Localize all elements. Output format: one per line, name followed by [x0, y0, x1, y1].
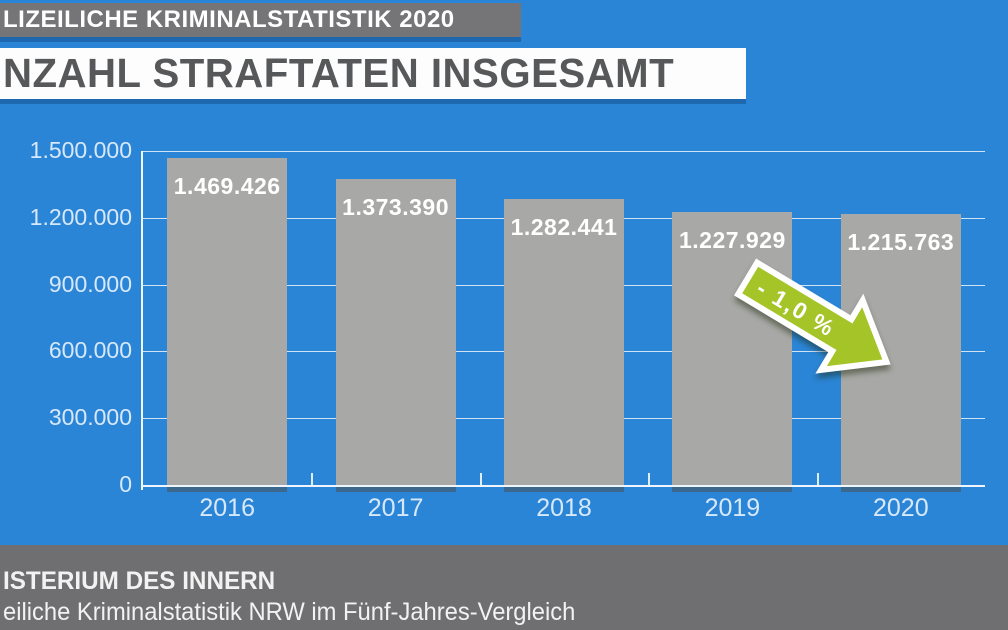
x-axis-label-2018: 2018	[536, 494, 592, 522]
y-axis-label: 1.500.000	[29, 136, 132, 163]
x-axis-label-2017: 2017	[367, 494, 424, 522]
kicker-text: LIZEILICHE KRIMINALSTATISTIK 2020	[3, 6, 455, 33]
bar-value-label: 1.282.441	[510, 214, 618, 241]
x-axis-boundary-tick	[479, 473, 482, 485]
title-band: NZAHL STRAFTATEN INSGESAMT	[0, 48, 746, 99]
y-axis-label: 300.000	[48, 404, 132, 431]
x-axis-boundary-tick	[816, 473, 819, 485]
footer-source-subtitle: eiliche Kriminalstatistik NRW im Fünf-Ja…	[3, 598, 576, 626]
bar-2016: 1.469.426	[167, 157, 288, 485]
y-axis-label: 1.200.000	[29, 203, 132, 230]
decrease-arrow-shape	[733, 258, 891, 374]
gridline-1.500.000	[143, 151, 985, 152]
y-axis-line	[141, 151, 143, 490]
decrease-arrow-icon: - 1,0 %	[733, 258, 891, 374]
y-axis-label: 0	[119, 470, 132, 497]
bar-value-label: 1.469.426	[173, 172, 281, 199]
x-axis-label-2020: 2020	[872, 494, 929, 522]
bar-2018: 1.282.441	[504, 199, 624, 485]
x-axis-label-2019: 2019	[704, 494, 761, 522]
bar-value-label: 1.373.390	[342, 194, 449, 221]
x-axis-boundary-tick	[311, 473, 314, 485]
footer: ISTERIUM DES INNERN eiliche Kriminalstat…	[0, 545, 1008, 630]
y-axis-label: 900.000	[48, 270, 132, 297]
bar-2017: 1.373.390	[335, 179, 456, 485]
x-axis-line	[141, 485, 985, 487]
y-axis-label: 600.000	[48, 337, 132, 364]
x-axis-label-2016: 2016	[199, 494, 255, 522]
bar-2019: 1.227.929	[672, 211, 793, 485]
kicker-bar: LIZEILICHE KRIMINALSTATISTIK 2020	[0, 3, 521, 37]
x-axis-boundary-tick	[648, 473, 651, 485]
bar-value-label: 1.215.763	[847, 229, 955, 256]
bar-value-label: 1.227.929	[678, 226, 786, 253]
decrease-annotation: - 1,0 %	[730, 258, 905, 374]
footer-source-title: ISTERIUM DES INNERN	[3, 567, 276, 595]
page-title: NZAHL STRAFTATEN INSGESAMT	[2, 50, 675, 96]
